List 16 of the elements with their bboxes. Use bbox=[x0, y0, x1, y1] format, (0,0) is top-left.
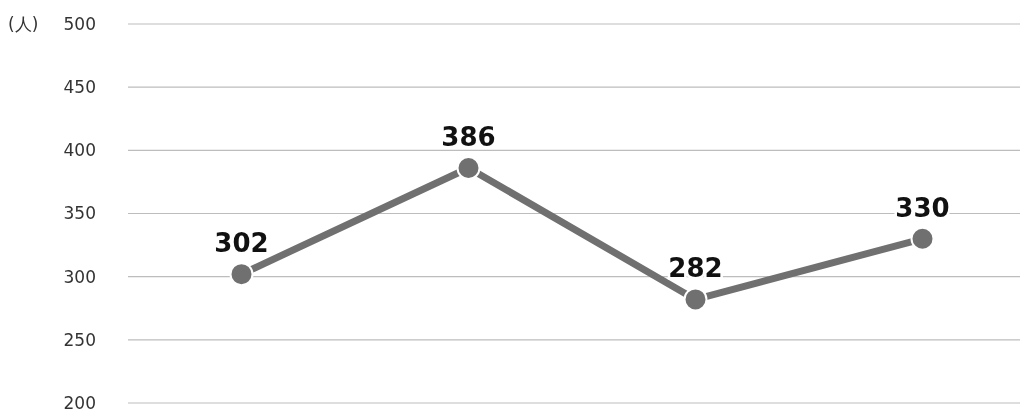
y-tick-label: 350 bbox=[63, 203, 96, 224]
point bbox=[229, 262, 254, 287]
point bbox=[910, 226, 935, 251]
data-label: 302 bbox=[214, 228, 269, 259]
point bbox=[683, 287, 708, 312]
y-tick-label: 250 bbox=[63, 329, 96, 350]
point bbox=[456, 156, 481, 181]
data-label: 386 bbox=[441, 122, 496, 153]
y-tick-label: 200 bbox=[63, 392, 96, 413]
y-tick-label: 400 bbox=[63, 140, 96, 161]
data-label: 282 bbox=[668, 253, 723, 284]
data-label: 330 bbox=[895, 192, 950, 223]
y-tick-label: 500 bbox=[63, 13, 96, 34]
y-tick-label: 450 bbox=[63, 77, 96, 98]
y-axis-title: (人) bbox=[8, 13, 39, 34]
y-tick-label: 300 bbox=[63, 266, 96, 287]
